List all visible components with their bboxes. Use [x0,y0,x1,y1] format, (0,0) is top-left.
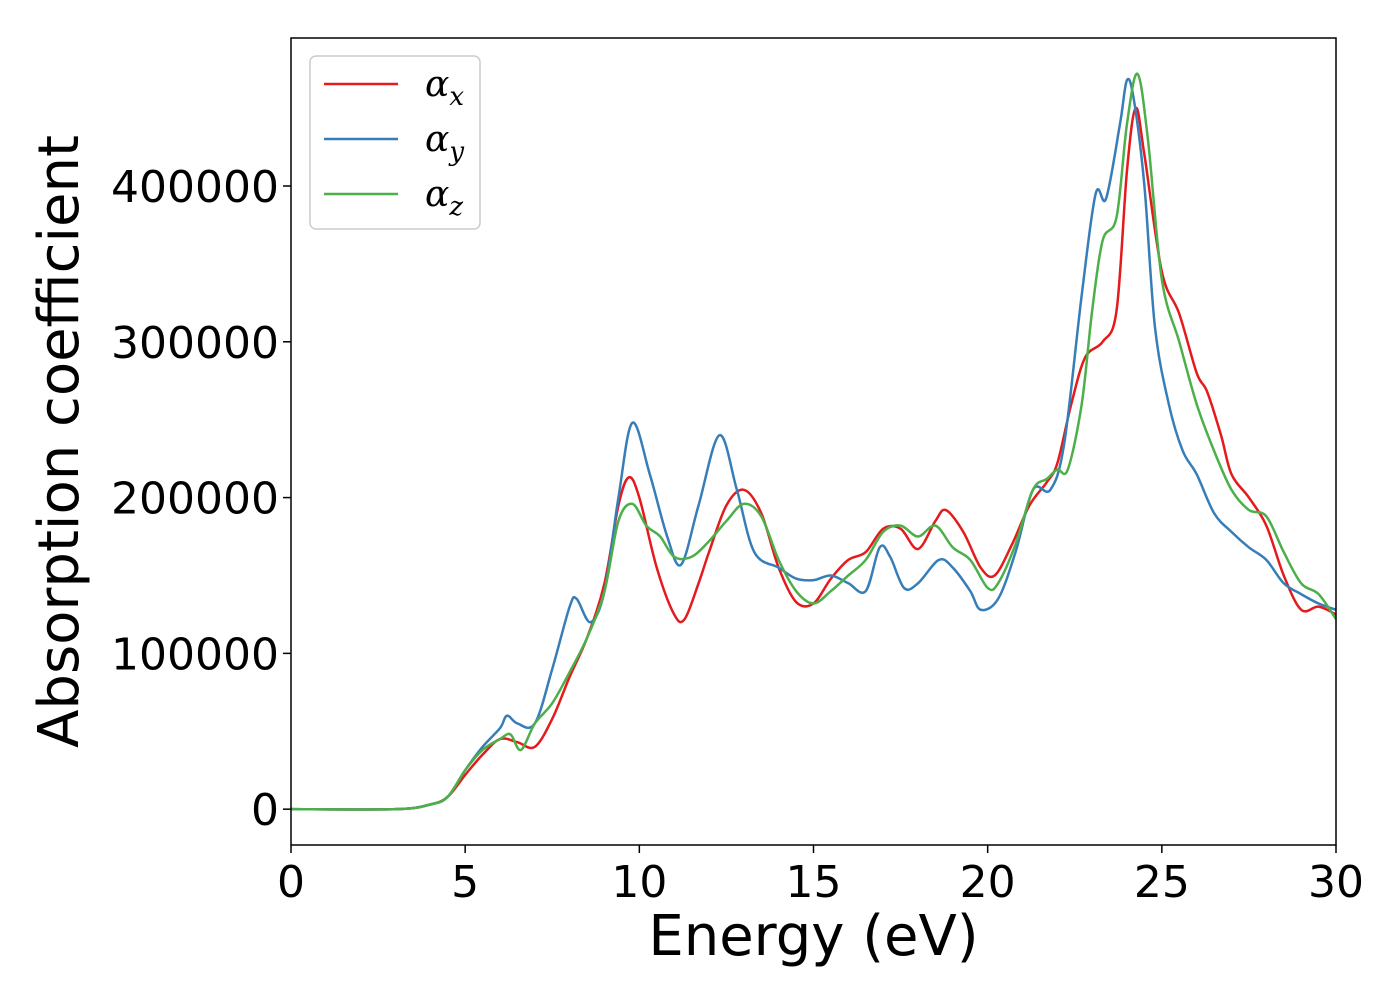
x-tick-label: 25 [1134,857,1190,908]
x-tick-label: 10 [611,857,667,908]
y-axis-ticks: 0 100000 200000 300000 400000 [111,162,291,836]
series-line-x [290,106,1337,811]
series-line-z [290,72,1338,811]
x-tick-label: 20 [960,857,1016,908]
x-axis-ticks: 0 5 10 15 20 25 30 [277,845,1364,908]
y-tick-label: 200000 [111,474,279,525]
x-tick-label: 15 [786,857,842,908]
y-tick-label: 0 [251,785,279,836]
x-axis-title: Energy (eV) [648,904,978,969]
plot-lines [290,72,1338,811]
y-tick-label: 100000 [111,629,279,680]
legend-label-x: αx [425,64,464,112]
legend-label-y: αy [425,119,464,167]
y-tick-label: 300000 [111,318,279,369]
series-line-y [290,77,1337,811]
y-tick-label: 400000 [111,162,279,213]
y-axis-title: Absorption coefficient [27,135,92,748]
x-tick-label: 5 [451,857,479,908]
x-tick-label: 30 [1308,857,1364,908]
legend-box [309,55,481,230]
x-tick-label: 0 [277,857,305,908]
